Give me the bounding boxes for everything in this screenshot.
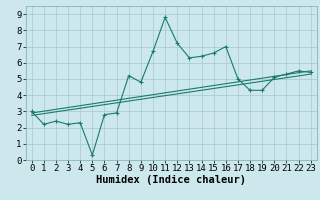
X-axis label: Humidex (Indice chaleur): Humidex (Indice chaleur) <box>96 175 246 185</box>
